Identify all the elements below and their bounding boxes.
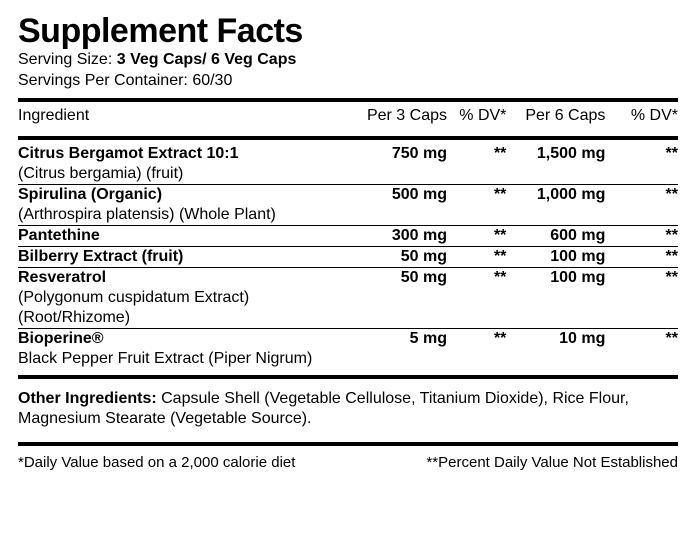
amount-per-6: 10 mg xyxy=(506,328,605,369)
ingredient-cell: Citrus Bergamot Extract 10:1(Citrus berg… xyxy=(18,144,361,185)
hdr-per3: Per 3 Caps xyxy=(361,106,447,130)
ingredient-sub: (Citrus bergamia) (fruit) xyxy=(18,164,361,184)
table-row: Pantethine300 mg**600 mg** xyxy=(18,225,678,246)
ingredient-sub: (Polygonum cuspidatum Extract) (Root/Rhi… xyxy=(18,288,361,328)
table-row: Spirulina (Organic)(Arthrospira platensi… xyxy=(18,184,678,225)
table-row: Citrus Bergamot Extract 10:1(Citrus berg… xyxy=(18,144,678,185)
serving-size-value: 3 Veg Caps/ 6 Veg Caps xyxy=(117,51,297,68)
rule-bottom xyxy=(18,442,678,446)
dv-per-3: ** xyxy=(447,144,506,185)
amount-per-6: 600 mg xyxy=(506,225,605,246)
dv-per-3: ** xyxy=(447,267,506,328)
ingredient-cell: Bilberry Extract (fruit) xyxy=(18,246,361,267)
footnote-left: *Daily Value based on a 2,000 calorie di… xyxy=(18,454,295,471)
table-row: Bilberry Extract (fruit)50 mg**100 mg** xyxy=(18,246,678,267)
servings-per-value: 60/30 xyxy=(192,72,232,89)
ingredient-name: Bilberry Extract (fruit) xyxy=(18,247,361,267)
dv-per-3: ** xyxy=(447,246,506,267)
table-row: Resveratrol(Polygonum cuspidatum Extract… xyxy=(18,267,678,328)
ingredient-name: Resveratrol xyxy=(18,268,361,288)
ingredients-table: Citrus Bergamot Extract 10:1(Citrus berg… xyxy=(18,144,678,369)
rule-top xyxy=(18,98,678,102)
dv-per-6: ** xyxy=(605,328,678,369)
amount-per-3: 500 mg xyxy=(361,184,447,225)
ingredient-sub: (Arthrospira platensis) (Whole Plant) xyxy=(18,205,361,225)
amount-per-6: 100 mg xyxy=(506,246,605,267)
ingredient-cell: Spirulina (Organic)(Arthrospira platensi… xyxy=(18,184,361,225)
dv-per-6: ** xyxy=(605,225,678,246)
amount-per-6: 100 mg xyxy=(506,267,605,328)
ingredient-name: Pantethine xyxy=(18,226,361,246)
dv-per-6: ** xyxy=(605,267,678,328)
other-ingredients: Other Ingredients: Capsule Shell (Vegeta… xyxy=(18,383,678,437)
amount-per-6: 1,500 mg xyxy=(506,144,605,185)
dv-per-3: ** xyxy=(447,328,506,369)
amount-per-3: 50 mg xyxy=(361,267,447,328)
rule-header xyxy=(18,136,678,140)
dv-per-6: ** xyxy=(605,144,678,185)
amount-per-6: 1,000 mg xyxy=(506,184,605,225)
footnotes: *Daily Value based on a 2,000 calorie di… xyxy=(18,450,678,471)
ingredient-sub: Black Pepper Fruit Extract (Piper Nigrum… xyxy=(18,349,361,369)
ingredient-name: Citrus Bergamot Extract 10:1 xyxy=(18,144,361,164)
footnote-right: **Percent Daily Value Not Established xyxy=(426,454,678,471)
hdr-per6: Per 6 Caps xyxy=(506,106,605,130)
supplement-facts-title: Supplement Facts xyxy=(18,14,678,48)
servings-per-line: Servings Per Container: 60/30 xyxy=(18,71,678,92)
amount-per-3: 300 mg xyxy=(361,225,447,246)
ingredient-name: Spirulina (Organic) xyxy=(18,185,361,205)
ingredient-cell: Pantethine xyxy=(18,225,361,246)
dv-per-6: ** xyxy=(605,184,678,225)
other-ingredients-label: Other Ingredients: xyxy=(18,390,161,407)
facts-table: Ingredient Per 3 Caps % DV* Per 6 Caps %… xyxy=(18,106,678,130)
amount-per-3: 50 mg xyxy=(361,246,447,267)
rule-other-top xyxy=(18,375,678,379)
ingredient-name: Bioperine® xyxy=(18,329,361,349)
hdr-dv2: % DV* xyxy=(605,106,678,130)
servings-per-label: Servings Per Container: xyxy=(18,72,192,89)
hdr-ingredient: Ingredient xyxy=(18,106,361,130)
dv-per-3: ** xyxy=(447,225,506,246)
ingredient-cell: Bioperine®Black Pepper Fruit Extract (Pi… xyxy=(18,328,361,369)
hdr-dv1: % DV* xyxy=(447,106,506,130)
serving-size-label: Serving Size: xyxy=(18,51,117,68)
amount-per-3: 750 mg xyxy=(361,144,447,185)
serving-size-line: Serving Size: 3 Veg Caps/ 6 Veg Caps xyxy=(18,50,678,71)
dv-per-6: ** xyxy=(605,246,678,267)
ingredient-cell: Resveratrol(Polygonum cuspidatum Extract… xyxy=(18,267,361,328)
table-header-row: Ingredient Per 3 Caps % DV* Per 6 Caps %… xyxy=(18,106,678,130)
table-row: Bioperine®Black Pepper Fruit Extract (Pi… xyxy=(18,328,678,369)
dv-per-3: ** xyxy=(447,184,506,225)
amount-per-3: 5 mg xyxy=(361,328,447,369)
